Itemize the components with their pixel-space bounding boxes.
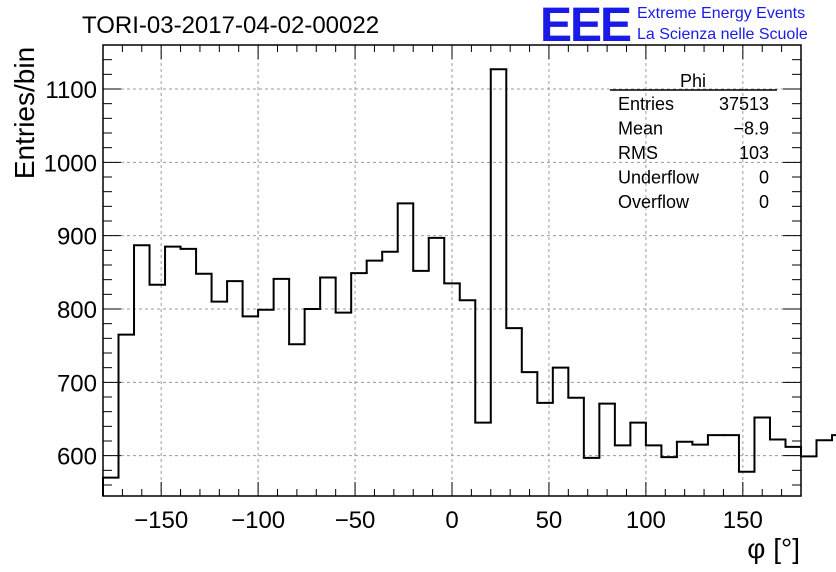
axes <box>102 44 802 497</box>
eee-logo-line2: La Scienza nelle Scuole <box>637 26 808 43</box>
stats-row-label: Entries <box>618 94 674 114</box>
stats-row-label: Underflow <box>618 168 700 188</box>
stats-row-value: 0 <box>759 192 769 212</box>
stats-row-label: Mean <box>618 119 663 139</box>
stats-row-value: 37513 <box>719 94 769 114</box>
x-tick-label: −150 <box>134 507 188 534</box>
eee-logo-line1: Extreme Energy Events <box>637 5 805 22</box>
y-axis-label: Entries/bin <box>9 47 40 179</box>
grid-lines <box>103 45 801 496</box>
chart-title: TORI-03-2017-04-02-00022 <box>82 12 379 39</box>
stats-row-value: 103 <box>739 143 769 163</box>
x-tick-label: 0 <box>445 507 458 534</box>
x-tick-label: 100 <box>626 507 666 534</box>
y-tick-label: 700 <box>57 370 97 397</box>
stats-box-name: Phi <box>680 71 706 91</box>
stats-row-label: Overflow <box>618 192 690 212</box>
stats-row-value: −8.9 <box>733 119 769 139</box>
tick-labels: −150 −100 −50 0 50 100 150 600 700 800 900 1000 1100 <box>44 77 763 534</box>
y-tick-label: 1100 <box>45 77 97 104</box>
x-tick-label: 150 <box>723 507 763 534</box>
x-tick-label: −100 <box>231 507 285 534</box>
stats-box: Phi Entries 37513 Mean −8.9 RMS 103 Underflow 0 O… <box>610 71 777 212</box>
y-tick-label: 900 <box>57 224 97 251</box>
eee-logo: EEE Extreme Energy Events La Scienza nel… <box>540 0 808 52</box>
x-tick-label: 50 <box>536 507 563 534</box>
y-tick-label: 600 <box>57 444 97 471</box>
x-tick-label: −50 <box>335 507 376 534</box>
histogram-series <box>102 68 836 496</box>
stats-row-value: 0 <box>759 168 769 188</box>
y-tick-label: 800 <box>57 297 97 324</box>
y-tick-label: 1000 <box>44 150 97 177</box>
eee-logo-mark: EEE <box>540 0 631 52</box>
stats-row-label: RMS <box>618 143 658 163</box>
x-axis-label: φ [°] <box>747 533 800 564</box>
